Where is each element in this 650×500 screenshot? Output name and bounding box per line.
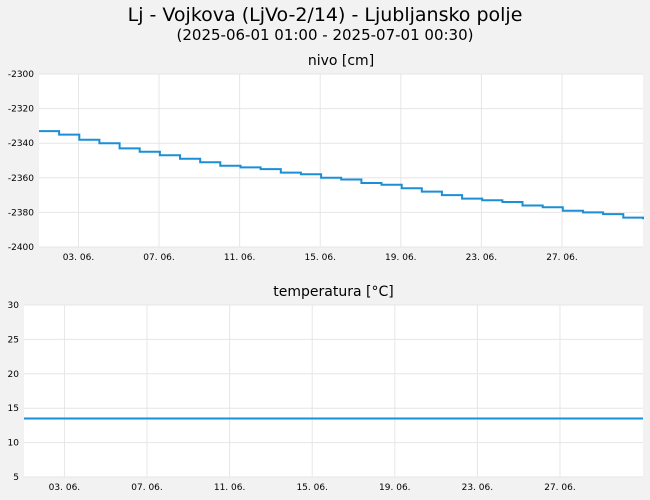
y-tick-label-1-1: 25 xyxy=(8,335,19,345)
x-tick-label-0-1: 07. 06. xyxy=(143,253,175,263)
x-tick-label-0-0: 03. 06. xyxy=(63,253,95,263)
chart-title: Lj - Vojkova (LjVo-2/14) - Ljubljansko p… xyxy=(127,4,523,26)
y-tick-label-0-3: -2360 xyxy=(8,174,34,184)
plot-area-1 xyxy=(24,305,643,477)
x-tick-label-1-5: 23. 06. xyxy=(462,483,494,493)
chart-subtitle: (2025-06-01 01:00 - 2025-07-01 00:30) xyxy=(176,26,474,44)
series-line-0-0 xyxy=(39,130,644,220)
x-tick-label-1-3: 15. 06. xyxy=(296,483,328,493)
panel-title-1: temperatura [°C] xyxy=(273,284,393,300)
x-tick-label-0-5: 23. 06. xyxy=(466,253,498,263)
x-tick-label-0-6: 27. 06. xyxy=(546,253,578,263)
x-tick-label-1-0: 03. 06. xyxy=(49,483,81,493)
y-tick-label-0-1: -2320 xyxy=(8,105,34,115)
y-tick-label-0-5: -2400 xyxy=(8,243,34,253)
plot-area-0 xyxy=(39,74,643,247)
x-tick-label-1-6: 27. 06. xyxy=(544,483,576,493)
y-tick-label-1-3: 15 xyxy=(8,404,19,414)
x-tick-label-0-3: 15. 06. xyxy=(304,253,336,263)
y-tick-label-1-0: 30 xyxy=(8,301,20,311)
y-tick-label-0-2: -2340 xyxy=(8,139,34,149)
y-tick-label-1-5: 5 xyxy=(13,473,19,483)
x-tick-label-1-1: 07. 06. xyxy=(131,483,163,493)
y-tick-label-1-2: 20 xyxy=(8,370,20,380)
x-tick-label-1-2: 11. 06. xyxy=(214,483,246,493)
y-tick-label-0-0: -2300 xyxy=(8,70,34,80)
panel-title-0: nivo [cm] xyxy=(308,53,374,69)
x-tick-label-0-2: 11. 06. xyxy=(224,253,256,263)
x-tick-label-0-4: 19. 06. xyxy=(385,253,417,263)
x-tick-label-1-4: 19. 06. xyxy=(379,483,411,493)
y-tick-label-1-4: 10 xyxy=(8,439,20,449)
y-tick-label-0-4: -2380 xyxy=(8,208,34,218)
